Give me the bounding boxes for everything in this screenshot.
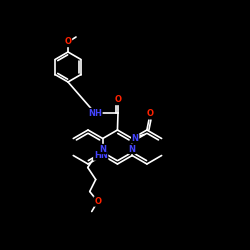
Text: O: O	[94, 197, 101, 206]
Text: NH: NH	[88, 108, 102, 118]
Text: O: O	[146, 110, 154, 118]
Text: O: O	[64, 38, 71, 46]
Text: N: N	[132, 134, 139, 143]
Text: N: N	[129, 144, 136, 154]
Text: HN: HN	[94, 151, 108, 160]
Text: O: O	[114, 96, 121, 104]
Text: N: N	[99, 144, 106, 154]
